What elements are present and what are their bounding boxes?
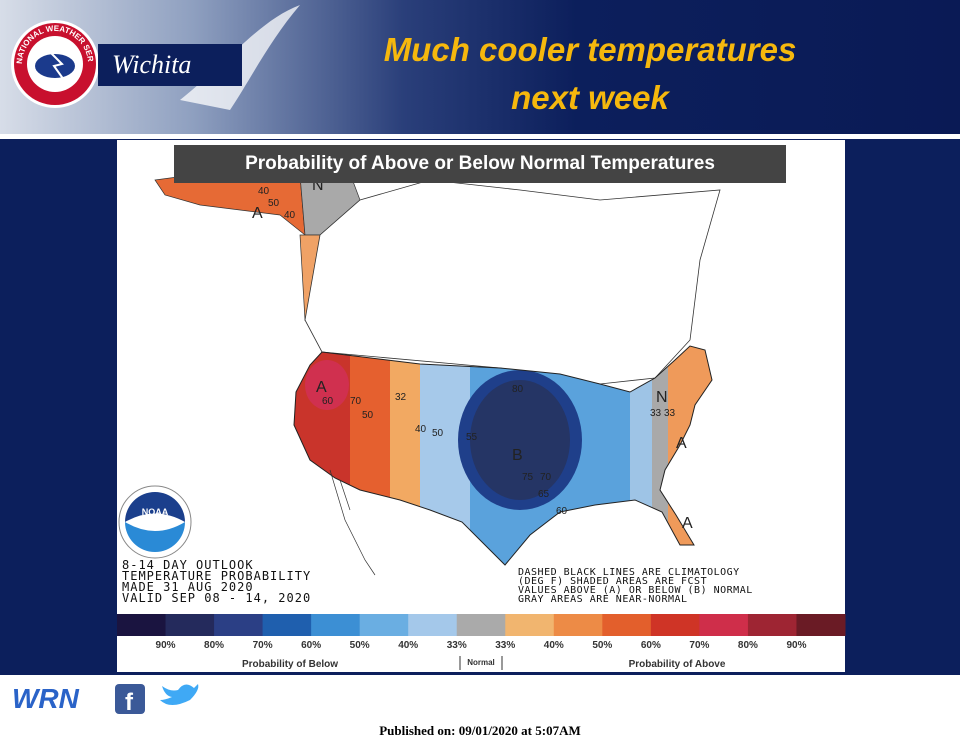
legend-swatch <box>262 614 312 636</box>
contour-label: 50 <box>268 198 280 209</box>
contour-label: 80 <box>512 384 524 395</box>
noaa-text: NOAA <box>142 507 169 517</box>
climatology-line: VALUES ABOVE (A) OR BELOW (B) NORMAL <box>518 585 753 596</box>
region-label: B <box>512 447 523 464</box>
region-label: N <box>312 177 324 194</box>
contour-label: 32 <box>395 392 407 403</box>
noaa-sea <box>125 522 185 552</box>
legend-tick: 50% <box>350 640 370 651</box>
legend-below: Probability of Below <box>242 659 338 670</box>
legend-tick: 60% <box>641 640 661 651</box>
canada <box>304 179 721 385</box>
title: Much cooler temperatures next week <box>300 26 880 122</box>
legend-swatch <box>214 614 264 636</box>
contour-label: 33 <box>664 408 676 419</box>
outlook-line: MADE 31 AUG 2020 <box>122 580 254 594</box>
region-label: A <box>682 515 693 532</box>
legend-swatch <box>117 614 167 636</box>
facebook-f: f <box>125 689 134 716</box>
legend-swatch <box>359 614 409 636</box>
legend-swatch <box>408 614 458 636</box>
map-title: Probability of Above or Below Normal Tem… <box>174 145 786 183</box>
contour-label: 33 <box>650 408 662 419</box>
legend-tick: 33% <box>495 640 515 651</box>
climatology-text: DASHED BLACK LINES ARE CLIMATOLOGY (DEG F… <box>518 567 753 605</box>
contour-label: 75 <box>522 472 534 483</box>
outlook-line: VALID SEP 08 - 14, 2020 <box>122 591 312 605</box>
region-label: N <box>656 389 668 406</box>
us-outline <box>293 345 713 566</box>
legend-tick: 33% <box>447 640 467 651</box>
climatology-line: (DEG F) SHADED AREAS ARE FCST <box>518 576 708 587</box>
issued-label: Issued: <box>748 689 805 706</box>
legend-tick: 80% <box>204 640 224 651</box>
legend-swatch <box>650 614 700 636</box>
contour-label: 70 <box>350 396 362 407</box>
legend-tick: 60% <box>301 640 321 651</box>
legend-tick: 50% <box>592 640 612 651</box>
nws-bolt <box>49 51 65 81</box>
climatology-line: DASHED BLACK LINES ARE CLIMATOLOGY <box>518 567 740 578</box>
contour-label: 40 <box>284 210 296 221</box>
title-line: next week <box>511 79 669 116</box>
outlook-line: TEMPERATURE PROBABILITY <box>122 569 312 583</box>
issued-value: 9/1/2020 5:06 AM <box>812 689 924 705</box>
facebook-icon <box>115 684 145 714</box>
legend-swatch <box>456 614 506 636</box>
legend-swatch <box>553 614 603 636</box>
office-name: Wichita <box>98 44 242 86</box>
contour-label: 55 <box>466 432 478 443</box>
legend: 90% 80% 70% 60% 50% 40% 33% 33% 40% 50% 60% 70% 80% 9… <box>117 614 846 670</box>
issued: Issued: 9/1/2020 5:06 AM <box>748 689 924 707</box>
contour-label: 60 <box>556 506 568 517</box>
title-line: Much cooler temperatures <box>383 31 797 68</box>
twitter-icon <box>160 684 199 705</box>
legend-swatch <box>602 614 652 636</box>
us-shading <box>294 346 712 565</box>
contour-label: 70 <box>540 472 552 483</box>
noaa-sky <box>125 492 185 522</box>
outlook-text: 8-14 DAY OUTLOOK TEMPERATURE PROBABILITY M… <box>122 558 312 605</box>
legend-tick: 40% <box>544 640 564 651</box>
contour-label: 60 <box>322 396 334 407</box>
region-label: A <box>316 379 327 396</box>
wrn-logo-text: WRN <box>12 683 80 714</box>
legend-tick: 80% <box>738 640 758 651</box>
region-labels: A A B N N A A <box>252 177 693 532</box>
legend-above: Probability of Above <box>629 659 726 670</box>
contour-label: 50 <box>362 410 374 421</box>
legend-tick: 70% <box>253 640 273 651</box>
contour-label: 65 <box>538 489 550 500</box>
legend-tick: 70% <box>689 640 709 651</box>
legend-swatch <box>505 614 555 636</box>
legend-swatch <box>747 614 797 636</box>
contour-label: 40 <box>258 186 270 197</box>
contour-label: 40 <box>415 424 427 435</box>
legend-normal: Normal <box>467 658 495 667</box>
outlook-line: 8-14 DAY OUTLOOK <box>122 558 254 572</box>
region-label: A <box>676 435 687 452</box>
legend-tick: 40% <box>398 640 418 651</box>
legend-tick: 90% <box>786 640 806 651</box>
legend-swatch <box>796 614 846 636</box>
legend-swatch <box>699 614 749 636</box>
legend-tick: 90% <box>156 640 176 651</box>
legend-swatch <box>165 614 215 636</box>
region-label: A <box>252 205 263 222</box>
climatology-line: GRAY AREAS ARE NEAR-NORMAL <box>518 594 688 605</box>
legend-swatch <box>311 614 361 636</box>
contour-label: 50 <box>432 428 444 439</box>
published: Published on: 09/01/2020 at 5:07AM <box>379 723 581 738</box>
mexico <box>329 469 376 576</box>
